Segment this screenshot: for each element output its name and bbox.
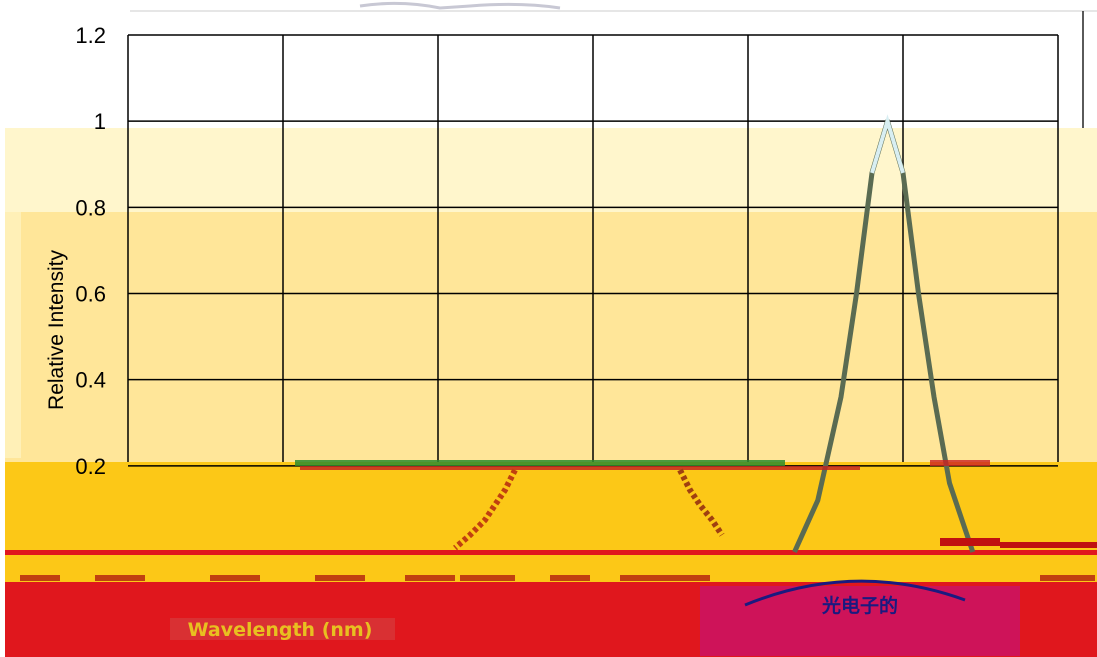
glitch-dash-8 [620,575,710,581]
glitch-artifacts [20,460,1097,656]
plot-band [5,212,1097,462]
top-smudge [359,1,561,10]
glitch-dash-7 [550,575,590,581]
watermark-arc [744,579,966,607]
red-stripe [5,550,1097,555]
y-tick-label-2: 0.4 [75,368,106,393]
y-tick-label-3: 0.6 [75,282,106,307]
glitch-dash-1 [20,575,60,581]
y-tick-label-4: 0.8 [75,195,106,220]
watermark-text: 光电子的 [821,594,898,617]
glitch-dash-9 [1040,575,1095,581]
glitch-diag-right [677,468,725,537]
glitch-watermark-block [700,586,1020,656]
glitch-strip-green [295,460,785,466]
y-tick-label-6: 1.2 [75,23,106,48]
glitch-dash-2 [95,575,145,581]
plot-left-edge [5,128,21,458]
x-axis-title: Wavelength (nm) [188,619,373,641]
y-tick-label-5: 1 [94,109,106,134]
bottom-band [5,462,1097,582]
y-tick-label-1: 0.2 [75,454,106,479]
y-tick-labels: 0.2 0.4 0.6 0.8 1 1.2 [75,23,106,479]
glitch-diag-left [453,468,518,551]
glitch-dash-4 [315,575,365,581]
glitch-dash-3 [210,575,260,581]
glitch-box-xlabel [170,618,395,640]
glitch-block-right [940,538,1000,546]
y-axis-title: Relative Intensity [45,250,68,410]
glitch-strip-magenta [930,460,990,466]
glitch-line-right [1000,542,1097,548]
glitch-dash-6 [460,575,515,581]
plot-band-light [5,128,1097,212]
series-lines [792,114,976,554]
glitch-strip-red [300,466,860,470]
glitch-dash-5 [405,575,455,581]
